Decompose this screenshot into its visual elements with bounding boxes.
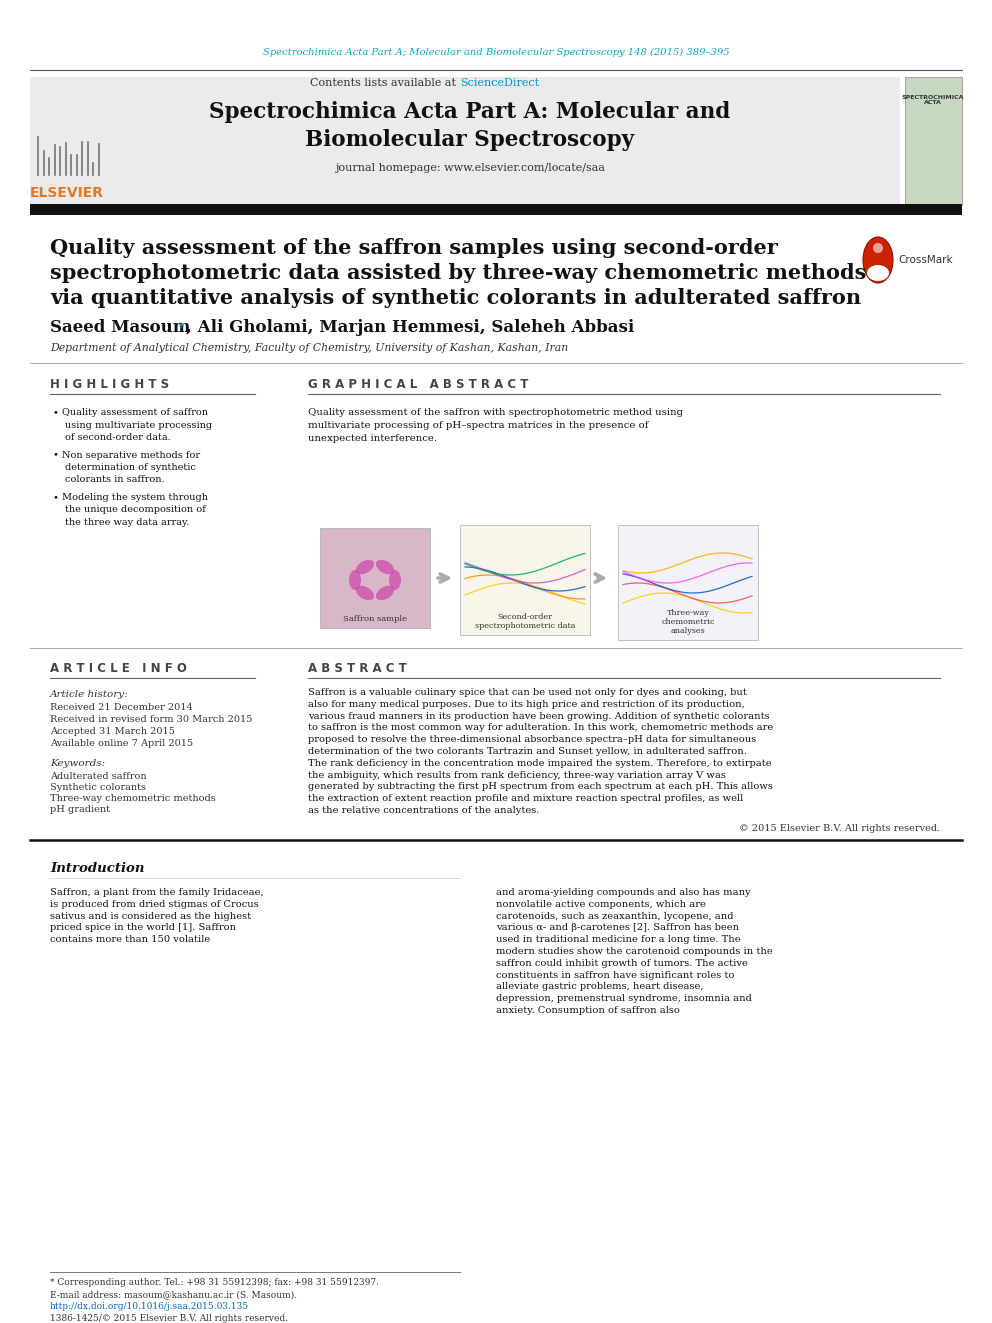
Text: also for many medical purposes. Due to its high price and restriction of its pro: also for many medical purposes. Due to i… [308,700,745,709]
Text: •: • [52,407,58,417]
Text: Saffron sample: Saffron sample [343,615,407,623]
Text: 1386-1425/© 2015 Elsevier B.V. All rights reserved.: 1386-1425/© 2015 Elsevier B.V. All right… [50,1314,288,1323]
Text: ScienceDirect: ScienceDirect [460,78,539,89]
Text: is produced from dried stigmas of Crocus: is produced from dried stigmas of Crocus [50,900,259,909]
Ellipse shape [349,570,361,590]
Ellipse shape [863,237,893,283]
Text: of second-order data.: of second-order data. [65,433,171,442]
Text: Biomolecular Spectroscopy: Biomolecular Spectroscopy [306,130,635,151]
Text: Received 21 December 2014: Received 21 December 2014 [50,703,192,712]
Text: H I G H L I G H T S: H I G H L I G H T S [50,377,169,390]
Text: nonvolatile active components, which are: nonvolatile active components, which are [496,900,706,909]
Text: to saffron is the most common way for adulteration. In this work, chemometric me: to saffron is the most common way for ad… [308,724,773,733]
Text: constituents in saffron have significant roles to: constituents in saffron have significant… [496,971,734,979]
Text: Saffron, a plant from the family Iridaceae,: Saffron, a plant from the family Iridace… [50,888,264,897]
Text: SPECTROCHIMICA
ACTA: SPECTROCHIMICA ACTA [902,95,964,106]
Text: Synthetic colorants: Synthetic colorants [50,783,146,792]
Text: G R A P H I C A L   A B S T R A C T: G R A P H I C A L A B S T R A C T [308,377,529,390]
Text: •: • [52,451,58,459]
Bar [30,77,900,205]
Text: the ambiguity, which results from rank deficiency, three-way variation array V w: the ambiguity, which results from rank d… [308,770,726,779]
Text: Received in revised form 30 March 2015: Received in revised form 30 March 2015 [50,714,252,724]
Text: contains more than 150 volatile: contains more than 150 volatile [50,935,210,945]
Text: ELSEVIER: ELSEVIER [30,187,104,200]
Text: various α- and β-carotenes [2]. Saffron has been: various α- and β-carotenes [2]. Saffron … [496,923,739,933]
Text: Adulterated saffron: Adulterated saffron [50,773,147,781]
Ellipse shape [356,560,374,574]
Text: , Ali Gholami, Marjan Hemmesi, Saleheh Abbasi: , Ali Gholami, Marjan Hemmesi, Saleheh A… [186,319,634,336]
Text: anxiety. Consumption of saffron also: anxiety. Consumption of saffron also [496,1005,680,1015]
Text: Three-way
chemometric
analyses: Three-way chemometric analyses [662,609,715,635]
Bar [618,525,758,640]
Text: *: * [178,321,185,335]
Text: Contents lists available at: Contents lists available at [310,78,460,89]
Text: and aroma-yielding compounds and also has many: and aroma-yielding compounds and also ha… [496,888,751,897]
Text: the extraction of extent reaction profile and mixture reaction spectral profiles: the extraction of extent reaction profil… [308,794,743,803]
Text: CrossMark: CrossMark [898,255,952,265]
Text: Spectrochimica Acta Part A; Molecular and Biomolecular Spectroscopy 148 (2015) 3: Spectrochimica Acta Part A; Molecular an… [263,48,729,57]
Text: Department of Analytical Chemistry, Faculty of Chemistry, University of Kashan, : Department of Analytical Chemistry, Facu… [50,343,568,353]
Text: colorants in saffron.: colorants in saffron. [65,475,165,484]
Text: * Corresponding author. Tel.: +98 31 55912398; fax: +98 31 55912397.: * Corresponding author. Tel.: +98 31 559… [50,1278,379,1287]
Ellipse shape [873,243,883,253]
Bar [460,525,590,635]
Text: unexpected interference.: unexpected interference. [308,434,437,443]
Text: A R T I C L E   I N F O: A R T I C L E I N F O [50,662,186,675]
Text: Spectrochimica Acta Part A: Molecular and: Spectrochimica Acta Part A: Molecular an… [209,101,731,123]
Ellipse shape [376,586,394,601]
Text: as the relative concentrations of the analytes.: as the relative concentrations of the an… [308,806,540,815]
Ellipse shape [867,265,889,280]
Text: pH gradient: pH gradient [50,804,110,814]
Text: Saeed Masoum: Saeed Masoum [50,319,196,336]
Text: © 2015 Elsevier B.V. All rights reserved.: © 2015 Elsevier B.V. All rights reserved… [739,824,940,832]
Text: Quality assessment of saffron: Quality assessment of saffron [62,407,208,417]
Text: carotenoids, such as zeaxanthin, lycopene, and: carotenoids, such as zeaxanthin, lycopen… [496,912,733,921]
Text: •: • [52,493,58,501]
Text: The rank deficiency in the concentration mode impaired the system. Therefore, to: The rank deficiency in the concentration… [308,759,772,767]
Bar [320,528,430,628]
Text: via quantitative analysis of synthetic colorants in adulterated saffron: via quantitative analysis of synthetic c… [50,288,861,308]
Text: Keywords:: Keywords: [50,759,105,767]
Ellipse shape [389,570,401,590]
Text: priced spice in the world [1]. Saffron: priced spice in the world [1]. Saffron [50,923,236,933]
Text: saffron could inhibit growth of tumors. The active: saffron could inhibit growth of tumors. … [496,959,748,968]
Ellipse shape [356,586,374,601]
Text: various fraud manners in its production have been growing. Addition of synthetic: various fraud manners in its production … [308,712,770,721]
Text: Non separative methods for: Non separative methods for [62,451,200,459]
Text: generated by subtracting the first pH spectrum from each spectrum at each pH. Th: generated by subtracting the first pH sp… [308,782,773,791]
Text: Introduction: Introduction [50,863,145,875]
Text: alleviate gastric problems, heart disease,: alleviate gastric problems, heart diseas… [496,983,703,991]
Text: A B S T R A C T: A B S T R A C T [308,662,407,675]
Bar [905,77,962,205]
Text: determination of the two colorants Tartrazin and Sunset yellow, in adulterated s: determination of the two colorants Tartr… [308,747,747,755]
Text: Quality assessment of the saffron with spectrophotometric method using: Quality assessment of the saffron with s… [308,407,683,417]
Text: Quality assessment of the saffron samples using second-order: Quality assessment of the saffron sample… [50,238,778,258]
Text: Accepted 31 March 2015: Accepted 31 March 2015 [50,728,175,736]
Text: multivariate processing of pH–spectra matrices in the presence of: multivariate processing of pH–spectra ma… [308,421,649,430]
Text: used in traditional medicine for a long time. The: used in traditional medicine for a long … [496,935,741,945]
Text: Modeling the system through: Modeling the system through [62,493,208,501]
Text: Article history:: Article history: [50,691,129,699]
Text: the three way data array.: the three way data array. [65,519,189,527]
Text: modern studies show the carotenoid compounds in the: modern studies show the carotenoid compo… [496,947,773,957]
Text: Saffron is a valuable culinary spice that can be used not only for dyes and cook: Saffron is a valuable culinary spice tha… [308,688,747,697]
Text: Three-way chemometric methods: Three-way chemometric methods [50,794,215,803]
Text: spectrophotometric data assisted by three-way chemometric methods: spectrophotometric data assisted by thre… [50,263,866,283]
Text: depression, premenstrual syndrome, insomnia and: depression, premenstrual syndrome, insom… [496,994,752,1003]
Text: Available online 7 April 2015: Available online 7 April 2015 [50,740,193,747]
Text: journal homepage: www.elsevier.com/locate/saa: journal homepage: www.elsevier.com/locat… [335,163,605,173]
Text: E-mail address: masoum@kashanu.ac.ir (S. Masoum).: E-mail address: masoum@kashanu.ac.ir (S.… [50,1290,298,1299]
Ellipse shape [376,560,394,574]
Text: proposed to resolve the three-dimensional absorbance spectra–pH data for simulta: proposed to resolve the three-dimensiona… [308,736,756,745]
Text: Second-order
spectrophotometric data: Second-order spectrophotometric data [475,613,575,630]
Text: using multivariate processing: using multivariate processing [65,421,212,430]
Bar [30,204,962,216]
Text: determination of synthetic: determination of synthetic [65,463,195,472]
Text: http://dx.doi.org/10.1016/j.saa.2015.03.135: http://dx.doi.org/10.1016/j.saa.2015.03.… [50,1302,249,1311]
Text: the unique decomposition of: the unique decomposition of [65,505,205,515]
Text: sativus and is considered as the highest: sativus and is considered as the highest [50,912,251,921]
